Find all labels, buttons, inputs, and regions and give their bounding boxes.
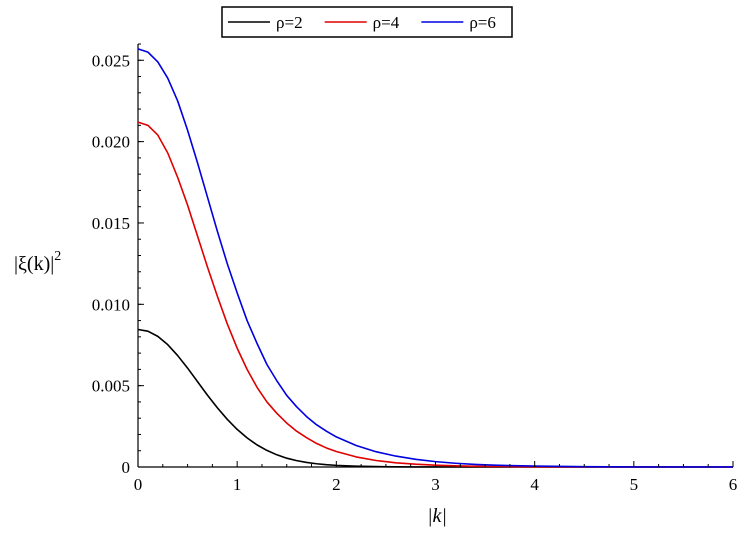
y-axis-label: |ξ(k)|2	[14, 249, 61, 275]
y-tick-label: 0.015	[92, 214, 130, 233]
series-line-2	[137, 121, 734, 468]
y-axis-label-main: |ξ(k)|	[14, 253, 54, 275]
y-tick-label: 0.005	[92, 377, 130, 396]
y-tick-label: 0.025	[92, 51, 130, 70]
legend-box	[221, 6, 513, 38]
legend-label-2: ρ=4	[373, 13, 400, 32]
ticks-group: 0 1 2 3 4 5 6 0 0.005 0.010 0.015 0.020 0.025	[92, 43, 738, 494]
x-tick-label: 2	[332, 475, 341, 494]
x-tick-label: 6	[729, 475, 738, 494]
axes	[137, 44, 733, 468]
series-line-1	[137, 328, 733, 468]
y-tick-label: 0.020	[92, 133, 130, 152]
x-axis-label: |k|	[427, 505, 447, 527]
y-axis-label-sup: 2	[54, 249, 61, 264]
x-tick-label: 3	[431, 475, 440, 494]
x-tick-label: 1	[233, 475, 242, 494]
x-tick-label: 4	[530, 475, 539, 494]
legend: ρ=2 ρ=4 ρ=6	[221, 6, 513, 38]
series-group	[137, 48, 734, 468]
x-tick-label: 0	[134, 475, 143, 494]
series-line-3	[137, 48, 734, 468]
x-tick-label: 5	[630, 475, 639, 494]
y-tick-label: 0	[122, 458, 131, 477]
y-tick-label: 0.010	[92, 295, 130, 314]
legend-label-1: ρ=2	[276, 13, 303, 32]
legend-label-3: ρ=6	[469, 13, 496, 32]
